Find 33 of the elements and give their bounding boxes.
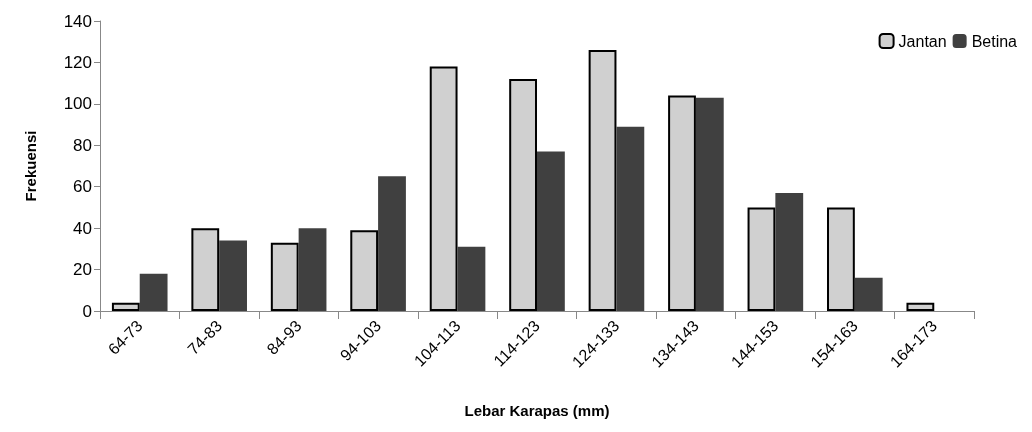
bar [775,192,804,311]
bar [747,207,776,311]
bar [854,277,883,311]
bar [616,126,645,311]
bar [906,302,935,311]
bar [588,50,617,311]
y-tick-label: 140 [63,11,92,31]
bar [537,151,565,311]
bar [668,95,696,311]
bar [219,240,247,311]
y-tick-label: 80 [73,135,92,155]
y-tick-label: 0 [82,301,92,321]
bar [350,230,379,311]
bar [457,246,486,311]
bar [139,273,168,311]
y-tick-label: 20 [73,260,92,280]
y-tick-label: 100 [63,94,92,114]
y-axis-title: Frekuensi [22,130,39,202]
bar [429,66,458,311]
bar [827,207,855,311]
legend-label: Betina [971,32,1018,50]
bar [695,97,724,311]
y-tick-label: 40 [73,218,92,238]
legend-label: Jantan [898,32,947,50]
bar [191,228,220,311]
x-axis-title: Lebar Karapas (mm) [464,402,610,419]
bar [509,79,537,311]
y-tick-label: 120 [63,52,92,72]
bar [298,228,327,311]
bar [270,242,299,311]
bar [378,176,406,311]
bar [111,302,140,311]
y-tick-label: 60 [73,177,92,197]
